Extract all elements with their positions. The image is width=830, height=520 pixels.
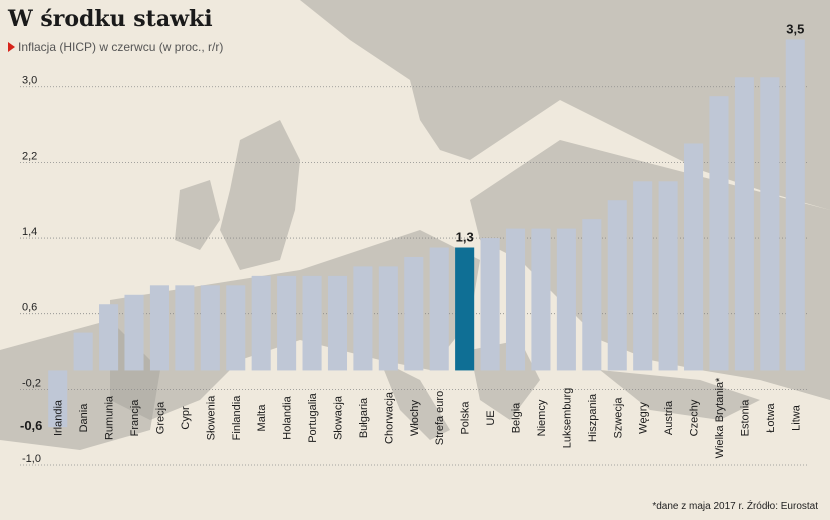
category-label: UE: [485, 410, 497, 425]
bar-1: [48, 370, 68, 428]
category-label: Belgia: [511, 402, 523, 433]
category-label: Irlandia: [53, 399, 65, 436]
value-label: -0,6: [20, 418, 42, 433]
bar-23: [607, 200, 627, 371]
category-label: Niemcy: [536, 399, 548, 436]
bar-16: [429, 247, 449, 371]
source-footnote: *dane z maja 2017 r. Źródło: Eurostat: [652, 501, 818, 512]
bar-12: [327, 275, 348, 371]
category-label: Malta: [256, 404, 268, 432]
bar-3: [99, 304, 119, 371]
map-landmass-4: [175, 180, 220, 250]
y-tick-label: 1,4: [22, 226, 37, 238]
map-landmass-6: [0, 320, 160, 450]
bar-22: [582, 219, 602, 371]
chart-subtitle-text: Inflacja (HICP) w czerwcu (w proc., r/r): [18, 40, 224, 54]
bars: [48, 39, 805, 428]
europe-map-background: [0, 0, 830, 450]
category-label: Polska: [460, 401, 472, 435]
category-label: Łotwa: [765, 402, 777, 432]
category-label: Holandia: [282, 395, 294, 439]
category-label: Dania: [78, 403, 90, 433]
bar-17: [455, 247, 475, 371]
map-landmass-9: [600, 370, 760, 420]
bar-20: [531, 228, 551, 371]
category-label: Cypr: [180, 406, 192, 430]
category-label: Czechy: [689, 399, 701, 436]
chart-subtitle: Inflacja (HICP) w czerwcu (w proc., r/r): [8, 40, 223, 54]
category-label: Chorwacja: [383, 391, 395, 444]
category-label: Węgry: [638, 402, 650, 434]
category-label: Austria: [663, 400, 675, 435]
map-landmass-7: [380, 360, 450, 440]
bar-2: [73, 332, 93, 371]
bar-28: [734, 77, 754, 371]
bar-8: [226, 285, 246, 371]
category-label: Estonia: [739, 399, 751, 437]
category-label: Luksemburg: [561, 388, 573, 449]
bar-19: [505, 228, 526, 371]
y-tick-label: -0,2: [22, 377, 41, 389]
labels: Irlandia -0,6 Dania Rumunia Francja Grecja Cyp…: [20, 21, 804, 458]
bar-5: [149, 285, 169, 371]
y-tick-label: 0,6: [22, 302, 37, 314]
category-label: Słowenia: [205, 395, 217, 441]
y-tick-label: -1,0: [22, 453, 41, 465]
category-label: Wielka Brytania*: [714, 377, 726, 458]
category-label: Słowacja: [332, 395, 344, 440]
bar-25: [658, 181, 678, 371]
bar-13: [353, 266, 373, 371]
bar-15: [404, 256, 424, 371]
bar-6: [175, 285, 195, 371]
bar-4: [124, 294, 144, 371]
bar-21: [556, 228, 576, 371]
category-label: Litwa: [790, 404, 802, 431]
bar-9: [251, 275, 271, 371]
category-label: Bułgaria: [358, 397, 370, 438]
bar-11: [302, 275, 322, 371]
category-label: Włochy: [409, 399, 421, 436]
category-label: Szwecja: [612, 397, 624, 439]
red-triangle-icon: [8, 42, 15, 52]
bar-27: [709, 96, 729, 371]
category-label: Francja: [129, 399, 141, 437]
bar-29: [760, 77, 780, 371]
bar-14: [378, 266, 398, 371]
bar-10: [277, 275, 297, 371]
value-label: 1,3: [456, 230, 474, 245]
category-label: Portugalia: [307, 392, 319, 442]
category-label: Finlandia: [231, 395, 243, 441]
map-landmass-3: [220, 120, 300, 270]
category-label: Rumunia: [104, 395, 116, 440]
bar-18: [480, 238, 500, 371]
bar-30: [785, 39, 805, 371]
y-tick-label: 3,0: [22, 75, 37, 87]
value-label: 3,5: [786, 21, 804, 36]
category-label: Hiszpania: [587, 393, 599, 442]
category-label: Strefa euro: [434, 391, 446, 445]
bar-26: [684, 143, 704, 371]
y-tick-label: 2,2: [22, 150, 37, 162]
map-landmass-8: [470, 340, 540, 420]
chart-title: W środku stawki: [8, 6, 213, 32]
category-label: Grecja: [154, 401, 166, 434]
bar-7: [200, 285, 220, 371]
bar-24: [633, 181, 653, 371]
